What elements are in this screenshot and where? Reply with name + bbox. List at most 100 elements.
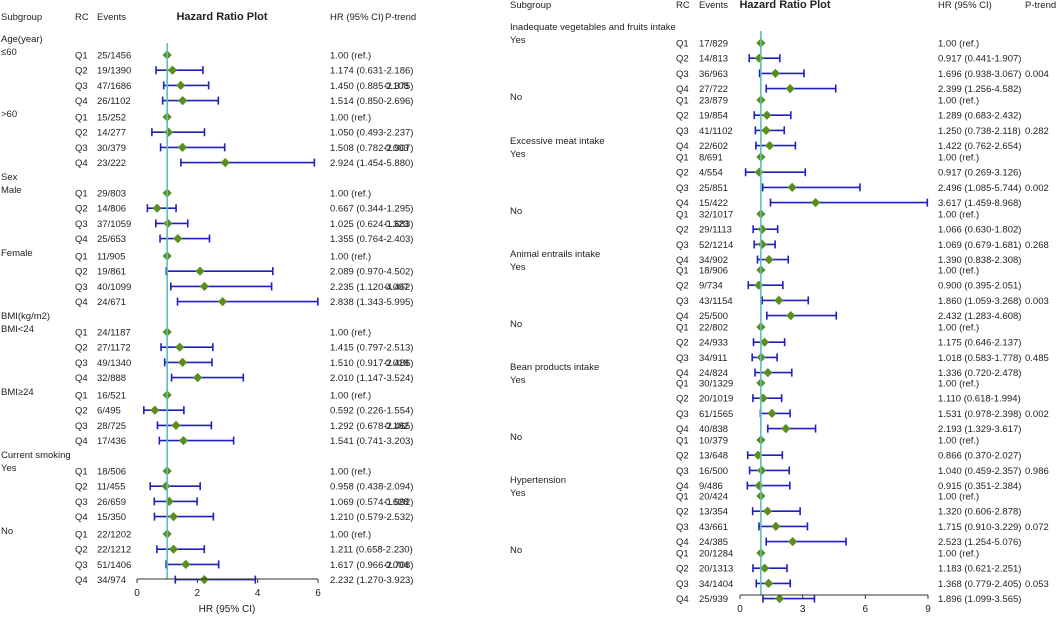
p2-events-value: 34/1404	[699, 579, 733, 590]
p2-hr-marker	[757, 224, 767, 234]
p1-hr-ci-text: 0.592 (0.226-1.554)	[330, 406, 413, 417]
p1-hr-marker	[220, 158, 230, 168]
p2-hr-ci-text: 1.00 (ref.)	[938, 549, 979, 560]
p2-rc-label: Q4	[676, 368, 689, 379]
p2-rc-label: Q1	[676, 39, 689, 50]
p1-x-tick-label: 4	[255, 588, 261, 599]
p2-rc-label: Q1	[676, 323, 689, 334]
p2-hr-ci-text: 0.900 (0.395-2.051)	[938, 281, 1021, 292]
p1-hr-ci-text: 2.232 (1.270-3.923)	[330, 575, 413, 586]
p1-rc-label: Q3	[75, 421, 88, 432]
p1-events-value: 26/659	[97, 497, 126, 508]
p2-rc-label: Q1	[676, 549, 689, 560]
p1-rc-label: Q4	[75, 436, 88, 447]
p2-subgroup-label: Yes	[510, 375, 526, 386]
p2-hr-ci-text: 1.531 (0.978-2.398)	[938, 409, 1021, 420]
p1-hr-ci-text: 1.510 (0.917-2.486)	[330, 358, 413, 369]
p2-rc-label: Q4	[676, 424, 689, 435]
p1-ptrend-value: 0.182	[385, 421, 409, 432]
p2-rc-label: Q2	[676, 54, 689, 65]
p2-events-value: 20/1284	[699, 549, 733, 560]
p1-hr-ci-text: 1.514 (0.850-2.696)	[330, 96, 413, 107]
p1-hr-ci-text: 1.174 (0.631-2.186)	[330, 66, 413, 77]
p1-hr-marker	[178, 436, 189, 446]
p1-x-tick-label: 2	[195, 588, 201, 599]
p2-subgroup-label: Yes	[510, 149, 526, 160]
p2-hr-ci-text: 1.00 (ref.)	[938, 492, 979, 503]
p1-events-value: 32/888	[97, 373, 126, 384]
p2-events-value: 41/1102	[699, 126, 733, 137]
p1-rc-label: Q1	[75, 51, 88, 62]
p1-hr-ci-text: 2.838 (1.343-5.995)	[330, 297, 413, 308]
p2-hr-marker	[788, 537, 798, 547]
p2-hr-marker	[757, 239, 767, 249]
p2-events-value: 24/385	[699, 537, 728, 548]
p2-header-ptrend: P-trend	[1025, 0, 1056, 11]
p2-hr-marker	[765, 141, 775, 151]
p1-events-value: 34/974	[97, 575, 126, 586]
p2-x-tick-label: 6	[863, 604, 869, 615]
p2-events-value: 16/500	[699, 466, 728, 477]
p1-hr-ci-text: 2.010 (1.147-3.524)	[330, 373, 413, 384]
p1-hr-ci-text: 2.235 (1.120-4.462)	[330, 282, 413, 293]
p2-hr-marker	[774, 295, 784, 305]
p1-rc-label: Q2	[75, 482, 88, 493]
p1-rc-label: Q2	[75, 406, 88, 417]
p2-rc-label: Q3	[676, 69, 689, 80]
p2-hr-marker	[762, 110, 772, 120]
p2-rc-label: Q1	[676, 153, 689, 164]
p2-events-value: 32/1017	[699, 210, 733, 221]
p1-events-value: 24/671	[97, 297, 126, 308]
p2-hr-ci-text: 2.432 (1.283-4.608)	[938, 311, 1021, 322]
p1-rc-label: Q3	[75, 497, 88, 508]
p2-hr-marker	[754, 167, 764, 177]
p2-events-value: 4/554	[699, 168, 723, 179]
p2-events-value: 8/691	[699, 153, 723, 164]
p2-events-value: 43/661	[699, 522, 728, 533]
p1-header-events: Events	[97, 12, 126, 23]
p2-hr-ci-text: 1.00 (ref.)	[938, 379, 979, 390]
p2-hr-ci-text: 1.320 (0.606-2.878)	[938, 507, 1021, 518]
p2-hr-ci-text: 1.00 (ref.)	[938, 96, 979, 107]
p1-events-value: 22/1202	[97, 530, 131, 541]
p2-hr-ci-text: 1.00 (ref.)	[938, 436, 979, 447]
p1-events-value: 15/350	[97, 512, 126, 523]
p2-events-value: 34/902	[699, 255, 728, 266]
p1-hr-marker	[199, 281, 210, 291]
p1-hr-marker	[181, 559, 191, 569]
p1-header-rc: RC	[75, 12, 89, 23]
p1-hr-ci-text: 1.00 (ref.)	[330, 391, 371, 402]
p1-hr-marker	[168, 544, 179, 554]
p2-hr-ci-text: 1.390 (0.838-2.308)	[938, 255, 1021, 266]
p2-hr-marker	[771, 521, 781, 531]
p1-hr-ci-text: 1.292 (0.678-2.465)	[330, 421, 413, 432]
p1-events-value: 19/861	[97, 267, 126, 278]
p1-rc-label: Q3	[75, 560, 88, 571]
p1-hr-ci-text: 0.667 (0.344-1.295)	[330, 204, 413, 215]
p1-events-value: 26/1102	[97, 96, 131, 107]
p2-hr-ci-text: 1.289 (0.683-2.432)	[938, 111, 1021, 122]
p1-group-label: BMI(kg/m2)	[1, 311, 50, 322]
p1-hr-ci-text: 1.415 (0.797-2.513)	[330, 343, 413, 354]
p1-header-ptrend: P-trend	[385, 12, 416, 23]
p1-events-value: 29/803	[97, 189, 126, 200]
p1-hr-ci-text: 1.00 (ref.)	[330, 530, 371, 541]
p2-rc-label: Q4	[676, 481, 689, 492]
p2-hr-ci-text: 1.368 (0.779-2.405)	[938, 579, 1021, 590]
p2-hr-marker	[763, 368, 773, 378]
p2-events-value: 9/734	[699, 281, 723, 292]
p2-events-value: 23/879	[699, 96, 728, 107]
p2-hr-ci-text: 1.00 (ref.)	[938, 323, 979, 334]
p2-rc-label: Q2	[676, 168, 689, 179]
p1-hr-marker	[173, 234, 183, 244]
p2-subgroup-label: No	[510, 432, 522, 443]
p1-hr-marker	[178, 96, 188, 106]
p1-ptrend-value: 0.007	[385, 282, 409, 293]
p1-rc-label: Q2	[75, 128, 88, 139]
p1-rc-label: Q3	[75, 358, 88, 369]
p2-hr-ci-text: 1.040 (0.459-2.357)	[938, 466, 1021, 477]
p2-group-label: Inadequate vegetables and fruits intake	[510, 22, 676, 33]
p1-hr-ci-text: 1.00 (ref.)	[330, 51, 371, 62]
p1-hr-ci-text: 1.00 (ref.)	[330, 328, 371, 339]
